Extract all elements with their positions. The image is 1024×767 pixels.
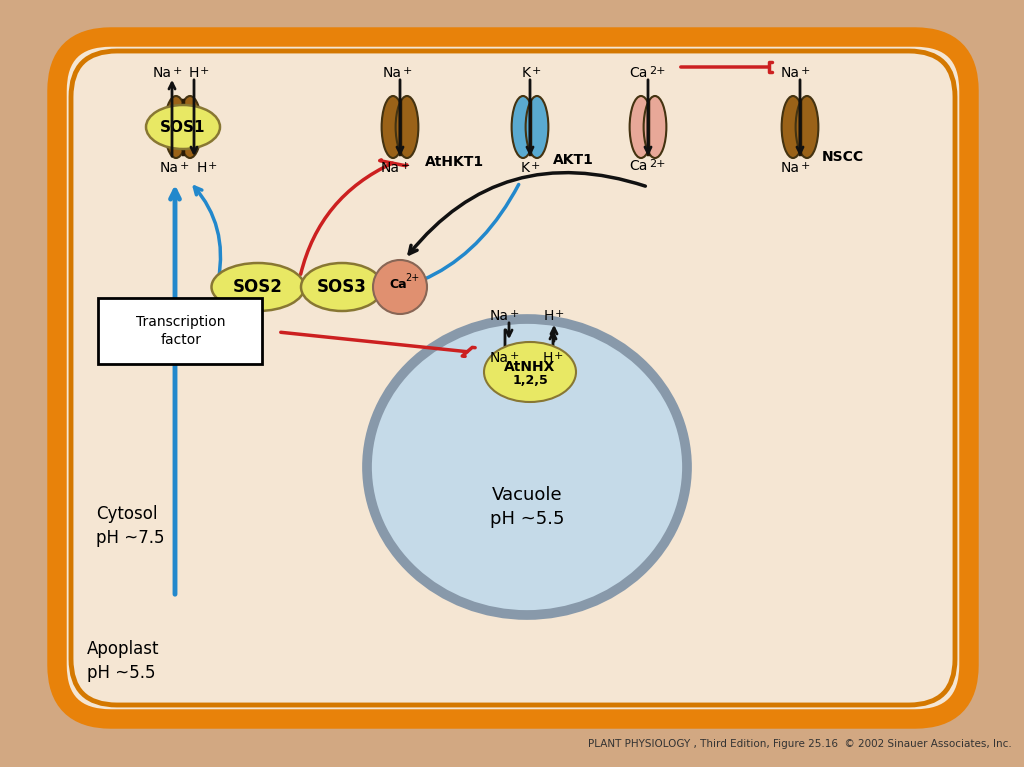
Ellipse shape xyxy=(525,96,549,158)
Ellipse shape xyxy=(781,96,805,158)
FancyBboxPatch shape xyxy=(12,12,1012,755)
Text: Ca: Ca xyxy=(630,66,648,80)
Ellipse shape xyxy=(796,96,818,158)
Ellipse shape xyxy=(512,96,535,158)
Text: +: + xyxy=(531,161,541,171)
Text: K: K xyxy=(522,66,531,80)
Text: AtNHX: AtNHX xyxy=(504,360,556,374)
Text: Na: Na xyxy=(781,66,800,80)
Ellipse shape xyxy=(395,96,419,158)
Text: Ca: Ca xyxy=(630,159,648,173)
Text: NSCC: NSCC xyxy=(822,150,864,164)
Ellipse shape xyxy=(644,96,667,158)
Text: Na: Na xyxy=(490,309,509,323)
Ellipse shape xyxy=(484,342,575,402)
Text: Vacuole
pH ~5.5: Vacuole pH ~5.5 xyxy=(489,486,564,528)
Text: +: + xyxy=(180,161,189,171)
Text: H: H xyxy=(197,161,207,175)
Text: Cytosol
pH ~7.5: Cytosol pH ~7.5 xyxy=(96,505,165,547)
Ellipse shape xyxy=(630,96,652,158)
Ellipse shape xyxy=(301,263,383,311)
Text: +: + xyxy=(510,351,519,361)
Text: +: + xyxy=(403,66,413,76)
Text: Transcription
factor: Transcription factor xyxy=(136,315,225,347)
Text: +: + xyxy=(173,66,182,76)
Text: H: H xyxy=(544,309,554,323)
FancyBboxPatch shape xyxy=(98,298,262,364)
Text: SOS1: SOS1 xyxy=(160,120,206,134)
Circle shape xyxy=(373,260,427,314)
Text: H: H xyxy=(543,351,553,365)
Text: Ca: Ca xyxy=(389,278,407,291)
Ellipse shape xyxy=(382,96,404,158)
FancyBboxPatch shape xyxy=(57,37,969,719)
Text: +: + xyxy=(510,309,519,319)
Text: +: + xyxy=(532,66,542,76)
Text: +: + xyxy=(554,351,563,361)
Ellipse shape xyxy=(212,263,304,311)
Text: H: H xyxy=(188,66,199,80)
Text: SOS2: SOS2 xyxy=(233,278,283,296)
Text: +: + xyxy=(200,66,209,76)
Text: AKT1: AKT1 xyxy=(553,153,594,167)
Text: +: + xyxy=(801,66,810,76)
Text: Na: Na xyxy=(490,351,509,365)
Text: Na: Na xyxy=(381,161,400,175)
Text: PLANT PHYSIOLOGY , Third Edition, Figure 25.16  © 2002 Sinauer Associates, Inc.: PLANT PHYSIOLOGY , Third Edition, Figure… xyxy=(588,739,1012,749)
Ellipse shape xyxy=(367,319,687,615)
Text: +: + xyxy=(401,161,411,171)
Text: SOS3: SOS3 xyxy=(317,278,367,296)
Text: Na: Na xyxy=(160,161,179,175)
Text: Na: Na xyxy=(153,66,172,80)
Ellipse shape xyxy=(178,96,202,158)
Ellipse shape xyxy=(146,105,220,149)
Text: 2+: 2+ xyxy=(649,66,666,76)
Text: 2+: 2+ xyxy=(404,273,419,283)
Text: Na: Na xyxy=(781,161,800,175)
Text: +: + xyxy=(801,161,810,171)
Text: 2+: 2+ xyxy=(649,159,666,169)
Text: +: + xyxy=(555,309,564,319)
Text: +: + xyxy=(208,161,217,171)
Text: Apoplast
pH ~5.5: Apoplast pH ~5.5 xyxy=(87,640,160,682)
Text: Na: Na xyxy=(383,66,402,80)
Text: AtHKT1: AtHKT1 xyxy=(425,155,484,169)
Text: K: K xyxy=(521,161,530,175)
Text: 1,2,5: 1,2,5 xyxy=(512,374,548,387)
Ellipse shape xyxy=(165,96,187,158)
